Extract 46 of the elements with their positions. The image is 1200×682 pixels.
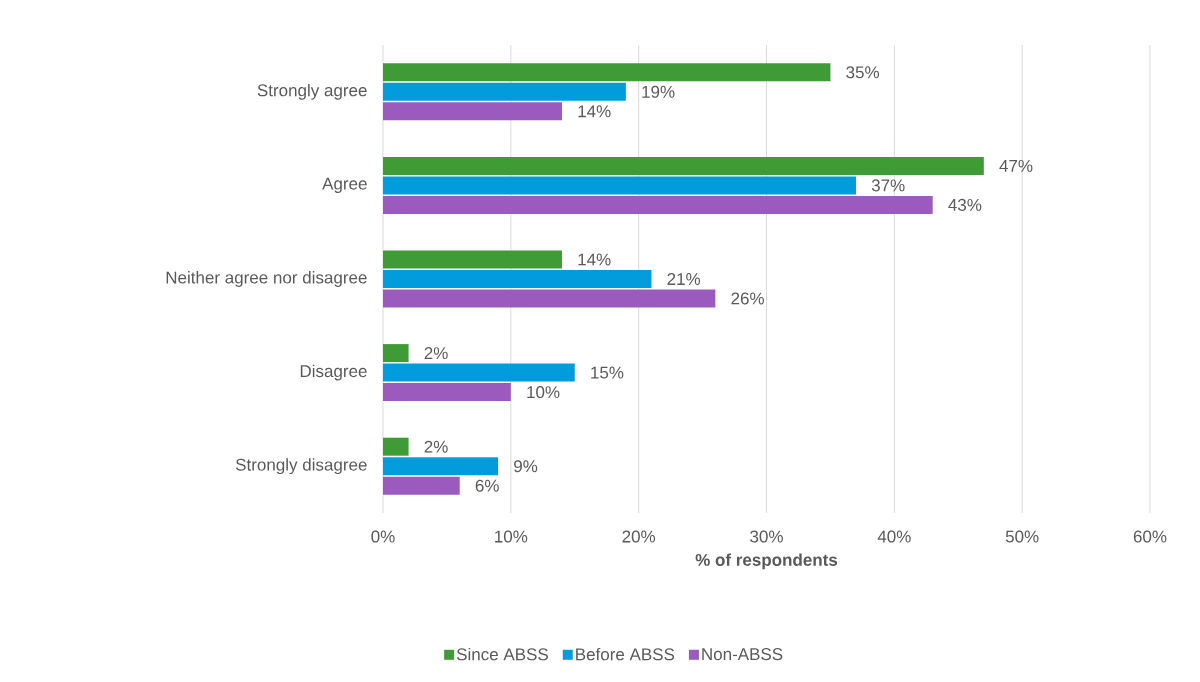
data-label: 26% [731,292,764,305]
bar [383,476,460,495]
y-tick-label: Disagree [300,364,367,381]
data-label: 10% [527,386,560,399]
y-tick-label: Strongly disagree [235,458,367,475]
x-tick-label: 20% [622,530,656,543]
bar [383,176,856,195]
x-tick-label: 0% [371,530,395,543]
x-axis-title: % of respondents [695,553,838,570]
x-tick-label: 10% [495,530,528,543]
x-tick-label: 60% [1133,530,1167,543]
bar [383,289,716,308]
data-label: 35% [846,66,880,79]
data-label: 6% [475,479,499,492]
data-label: 19% [642,85,675,98]
bar [383,63,831,82]
data-label: 21% [667,273,701,285]
legend-label: Non-ABSS [702,648,783,661]
bar [383,363,575,382]
data-label: 2% [424,347,448,360]
bar [383,82,626,101]
bar [383,195,933,214]
legend-label: Before ABSS [576,647,675,661]
data-label: 43% [948,198,982,211]
bar [383,383,511,402]
x-tick-label: 50% [1005,530,1039,543]
data-label: 15% [591,366,624,379]
bar [383,102,562,121]
data-label: 14% [578,105,611,118]
bar [383,156,984,175]
x-tick-label: 30% [750,530,783,543]
bar [383,250,562,269]
bar [383,437,409,456]
bar [383,457,499,476]
bar [383,344,409,363]
y-tick-label: Neither agree nor disagree [166,271,367,287]
data-label: 9% [514,460,538,473]
y-tick-label: Agree [322,177,367,194]
bar [383,269,652,288]
data-label: 14% [578,253,611,266]
y-tick-label: Strongly agree [257,83,367,100]
legend-label: Since ABSS [456,647,548,661]
x-tick-label: 40% [877,530,911,543]
data-label: 2% [424,440,448,453]
data-label: 37% [871,179,905,192]
data-label: 47% [999,159,1033,172]
